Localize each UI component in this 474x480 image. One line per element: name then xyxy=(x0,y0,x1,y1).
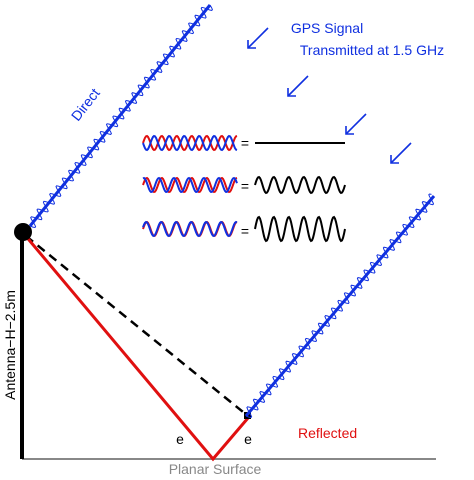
arrow-shaft xyxy=(345,113,367,135)
arrow-head xyxy=(287,88,296,97)
antenna xyxy=(14,223,32,241)
signal-subtitle: Transmitted at 1.5 GHz xyxy=(300,42,444,58)
arrow-shaft xyxy=(390,142,412,164)
wave xyxy=(254,175,346,195)
ray-wave xyxy=(29,4,213,229)
surface-label: Planar Surface xyxy=(169,461,262,477)
ray-wave xyxy=(245,193,435,419)
reflected-label: Reflected xyxy=(298,425,357,441)
wave xyxy=(254,215,346,243)
signal-title: GPS Signal xyxy=(291,20,363,36)
antenna-label: Antenna−H−2.5m xyxy=(2,290,18,400)
ray-line xyxy=(28,4,212,227)
equals-sign: = xyxy=(241,223,249,239)
reflected-path xyxy=(22,233,250,462)
arrow-shaft xyxy=(287,75,309,97)
signal-rays xyxy=(28,4,436,419)
direct-label: Direct xyxy=(68,85,103,124)
wave xyxy=(142,134,238,152)
incoming-arrows xyxy=(247,27,412,164)
wave xyxy=(142,220,238,237)
arrow-head xyxy=(390,155,399,164)
equals-sign: = xyxy=(241,135,249,151)
direct-path-dashed xyxy=(25,235,249,417)
equals-sign: = xyxy=(241,178,249,194)
wave xyxy=(142,176,238,193)
wave xyxy=(142,134,238,152)
arrow-head xyxy=(345,126,354,135)
interference-waves xyxy=(142,134,346,243)
arrow-shaft xyxy=(247,27,269,49)
arrow-head xyxy=(247,40,256,49)
angle-label: e xyxy=(176,431,184,447)
angle-label: e xyxy=(244,431,252,447)
